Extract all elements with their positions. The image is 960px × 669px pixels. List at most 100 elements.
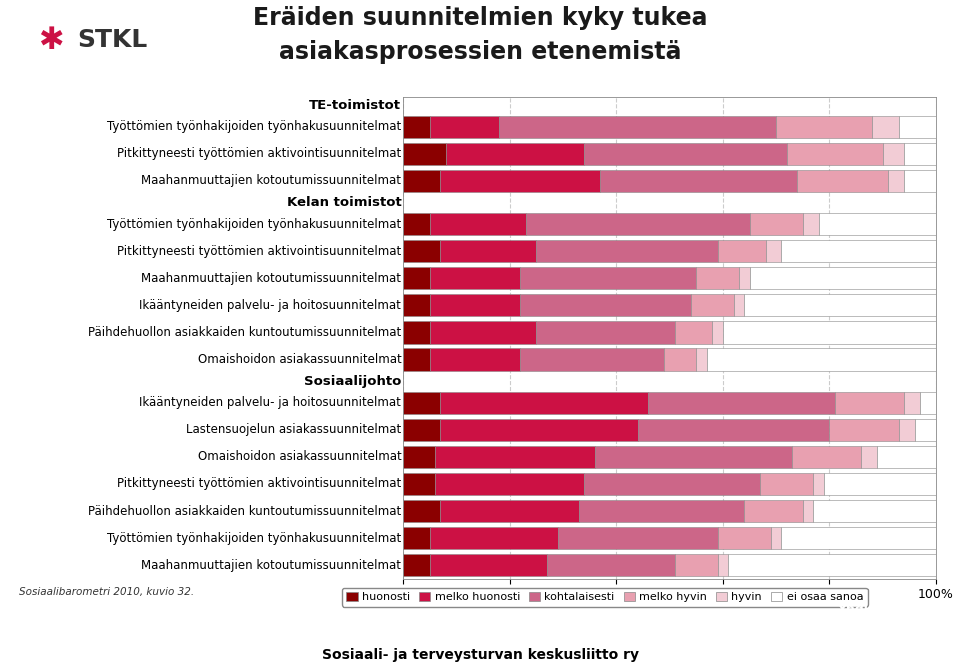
Bar — [675, 554, 717, 576]
Bar — [750, 213, 803, 235]
Text: Päihdehuollon asiakkaiden kuntoutumissuunnitelmat: Päihdehuollon asiakkaiden kuntoutumissuu… — [88, 326, 401, 339]
Bar — [585, 142, 787, 165]
Bar — [403, 391, 441, 414]
Bar — [403, 142, 445, 165]
Text: TE-toimistot: TE-toimistot — [309, 98, 401, 112]
Text: Maahanmuuttajien kotoutumissuunnitelmat: Maahanmuuttajien kotoutumissuunnitelmat — [141, 272, 401, 285]
Bar — [915, 419, 936, 441]
Text: Työttömien työnhakijoiden työnhakusuunnitelmat: Työttömien työnhakijoiden työnhakusuunni… — [107, 120, 401, 133]
Bar — [733, 294, 744, 316]
Bar — [403, 170, 441, 192]
Bar — [744, 294, 936, 316]
Bar — [403, 419, 441, 441]
Bar — [585, 473, 760, 495]
Bar — [430, 554, 547, 576]
Text: Ikääntyneiden palvelu- ja hoitosuunnitelmat: Ikääntyneiden palvelu- ja hoitosuunnitel… — [139, 299, 401, 312]
Bar — [872, 116, 899, 138]
Bar — [813, 473, 824, 495]
Bar — [675, 321, 712, 343]
Bar — [520, 267, 696, 290]
Bar — [813, 500, 936, 522]
Bar — [441, 170, 600, 192]
Bar — [696, 267, 739, 290]
Text: Lastensuojelun asiakassuunnitelmat: Lastensuojelun asiakassuunnitelmat — [186, 423, 401, 436]
Text: Omaishoidon asiakassuunnitelmat: Omaishoidon asiakassuunnitelmat — [198, 353, 401, 366]
Text: Sosiaali- ja terveysturvan keskusliitto ry: Sosiaali- ja terveysturvan keskusliitto … — [322, 648, 638, 662]
Bar — [717, 527, 771, 549]
Bar — [707, 349, 936, 371]
Bar — [904, 170, 936, 192]
Text: Maahanmuuttajien kotoutumissuunnitelmat: Maahanmuuttajien kotoutumissuunnitelmat — [141, 175, 401, 187]
Bar — [441, 419, 637, 441]
Bar — [771, 527, 781, 549]
Text: Yhdistävä tekijä: Yhdistävä tekijä — [837, 603, 950, 616]
Bar — [717, 554, 729, 576]
Bar — [403, 446, 435, 468]
Bar — [435, 473, 585, 495]
Bar — [803, 500, 813, 522]
Bar — [403, 213, 430, 235]
Bar — [729, 554, 936, 576]
Text: Kelan toimistot: Kelan toimistot — [286, 196, 401, 209]
Legend: huonosti, melko huonosti, kohtalaisesti, melko hyvin, hyvin, ei osaa sanoa: huonosti, melko huonosti, kohtalaisesti,… — [342, 587, 868, 607]
Bar — [723, 321, 936, 343]
Text: Pitkittyneesti työttömien aktivointisuunnitelmat: Pitkittyneesti työttömien aktivointisuun… — [117, 478, 401, 490]
Text: Päihdehuollon asiakkaiden kuntoutumissuunnitelmat: Päihdehuollon asiakkaiden kuntoutumissuu… — [88, 504, 401, 518]
Bar — [430, 349, 520, 371]
Bar — [547, 554, 675, 576]
Bar — [600, 170, 798, 192]
Bar — [888, 170, 904, 192]
Bar — [441, 240, 537, 262]
Bar — [904, 142, 936, 165]
Bar — [664, 349, 696, 371]
Bar — [520, 294, 691, 316]
Bar — [445, 142, 585, 165]
Bar — [430, 267, 520, 290]
Bar — [883, 142, 904, 165]
Bar — [537, 240, 717, 262]
Bar — [819, 213, 936, 235]
Bar — [712, 321, 723, 343]
Bar — [744, 500, 803, 522]
Bar — [403, 116, 430, 138]
Bar — [430, 213, 526, 235]
Bar — [403, 267, 430, 290]
Text: STKL: STKL — [77, 28, 147, 52]
Text: Työttömien työnhakijoiden työnhakusuunnitelmat: Työttömien työnhakijoiden työnhakusuunni… — [107, 217, 401, 231]
Bar — [824, 473, 936, 495]
Bar — [877, 446, 936, 468]
Bar — [520, 349, 664, 371]
Text: Maahanmuuttajien kotoutumissuunnitelmat: Maahanmuuttajien kotoutumissuunnitelmat — [141, 559, 401, 571]
Bar — [579, 500, 744, 522]
Text: Työttömien työnhakijoiden työnhakusuunnitelmat: Työttömien työnhakijoiden työnhakusuunni… — [107, 532, 401, 545]
Bar — [403, 473, 435, 495]
Text: Pitkittyneesti työttömien aktivointisuunnitelmat: Pitkittyneesti työttömien aktivointisuun… — [117, 245, 401, 258]
Bar — [920, 391, 936, 414]
Text: ✱: ✱ — [38, 25, 64, 55]
Bar — [403, 527, 430, 549]
Bar — [403, 240, 441, 262]
Bar — [899, 419, 915, 441]
Bar — [430, 116, 499, 138]
Bar — [526, 213, 750, 235]
Bar — [861, 446, 877, 468]
Bar — [904, 391, 920, 414]
Bar — [760, 473, 813, 495]
Bar — [648, 391, 835, 414]
Bar — [403, 349, 430, 371]
Text: Sosiaalijohto: Sosiaalijohto — [304, 375, 401, 387]
Bar — [403, 321, 430, 343]
Bar — [835, 391, 904, 414]
Bar — [430, 294, 520, 316]
Bar — [777, 116, 872, 138]
Bar — [441, 391, 648, 414]
Bar — [441, 500, 579, 522]
Text: Sosiaalibarometri 2010, kuvio 32.: Sosiaalibarometri 2010, kuvio 32. — [19, 587, 194, 597]
Bar — [765, 240, 781, 262]
Bar — [696, 349, 707, 371]
Bar — [537, 321, 675, 343]
Bar — [430, 321, 537, 343]
Bar — [829, 419, 899, 441]
Bar — [798, 170, 888, 192]
Bar — [435, 446, 595, 468]
